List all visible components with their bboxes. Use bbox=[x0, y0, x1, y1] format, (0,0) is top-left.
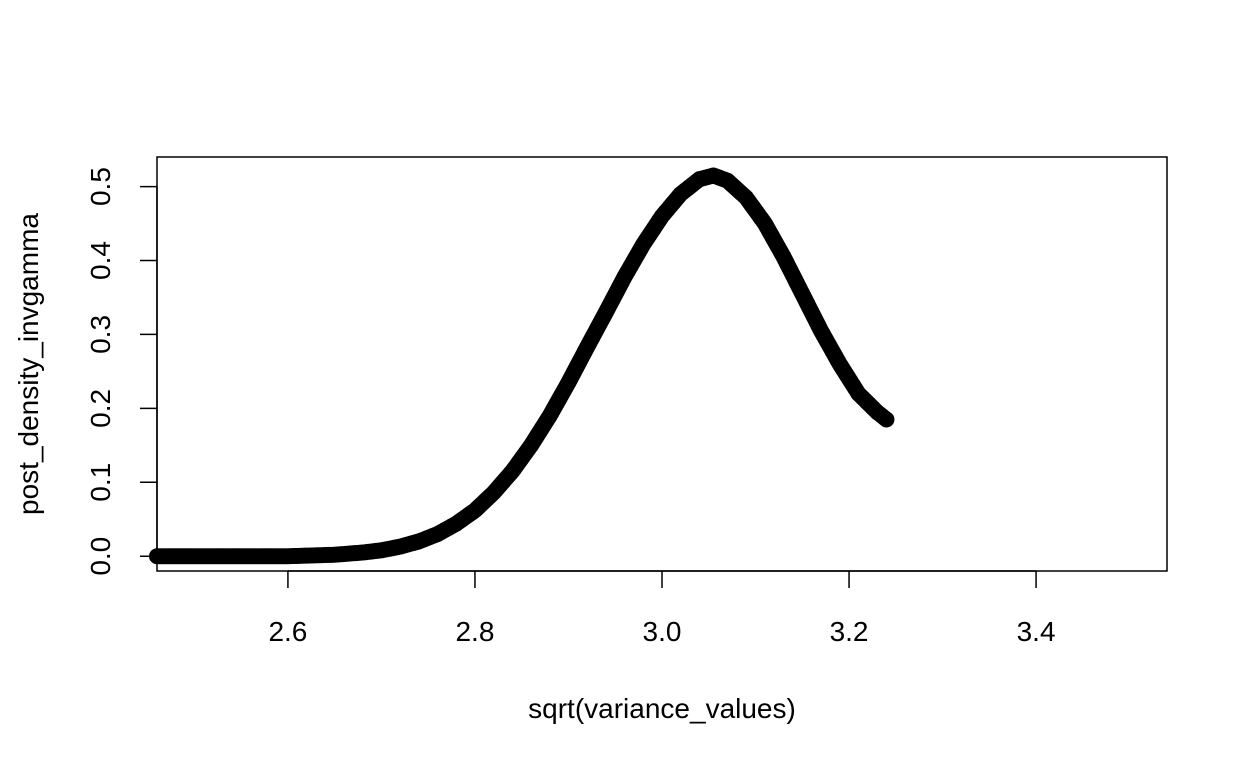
x-axis: 2.6 2.8 3.0 3.2 3.4 bbox=[268, 570, 1056, 647]
y-tick-label: 0.0 bbox=[85, 537, 116, 576]
x-tick-label: 3.0 bbox=[643, 616, 682, 647]
x-tick-label: 3.2 bbox=[830, 616, 869, 647]
y-tick-label: 0.5 bbox=[85, 167, 116, 206]
y-tick-label: 0.2 bbox=[85, 389, 116, 428]
plot-area bbox=[149, 167, 895, 565]
data-point bbox=[878, 411, 895, 428]
y-tick-label: 0.4 bbox=[85, 241, 116, 280]
x-tick-label: 2.6 bbox=[268, 616, 307, 647]
x-axis-title: sqrt(variance_values) bbox=[528, 693, 796, 724]
y-axis-title: post_density_invgamma bbox=[13, 213, 44, 515]
y-tick-label: 0.1 bbox=[85, 463, 116, 502]
y-tick-label: 0.3 bbox=[85, 315, 116, 354]
x-tick-label: 2.8 bbox=[455, 616, 494, 647]
x-tick-label: 3.4 bbox=[1017, 616, 1056, 647]
y-axis: 0.0 0.1 0.2 0.3 0.4 0.5 bbox=[85, 167, 158, 576]
